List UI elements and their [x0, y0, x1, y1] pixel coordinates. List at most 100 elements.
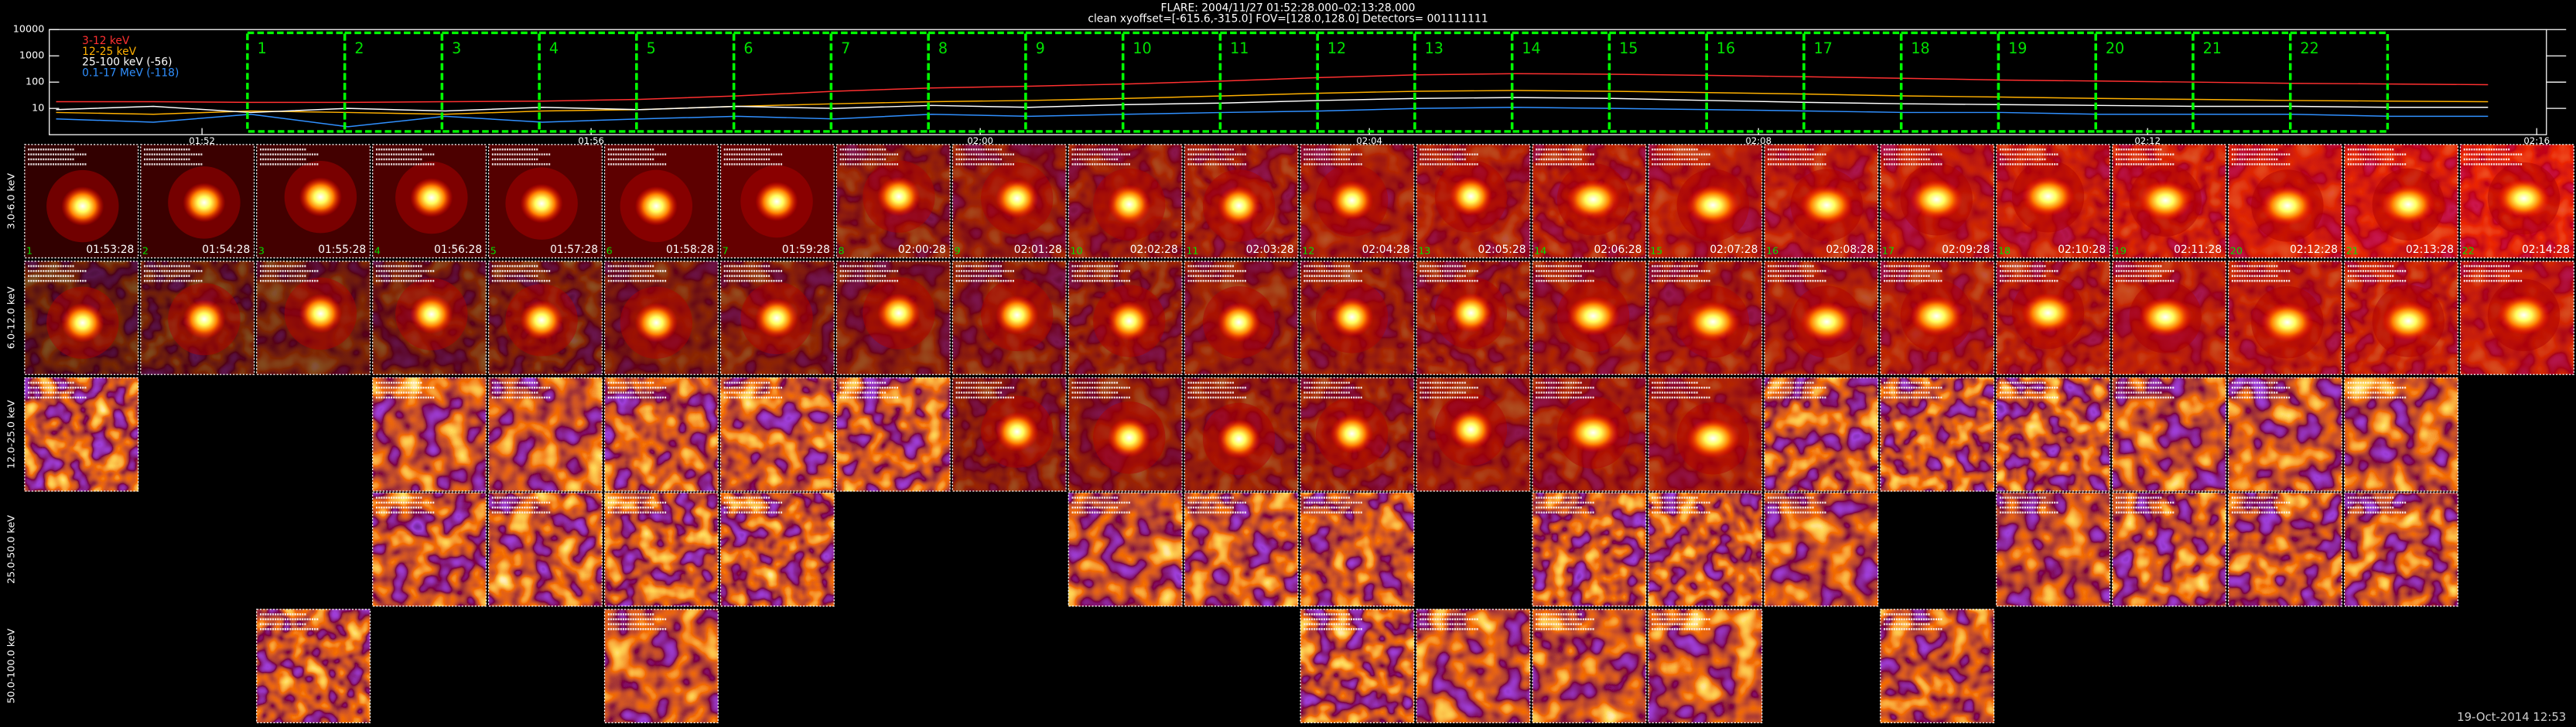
- image-cell: [835, 377, 951, 492]
- cell-interval: 14: [1534, 245, 1546, 257]
- source: [410, 178, 453, 218]
- cell-border: [140, 261, 255, 375]
- image-cell: [2227, 492, 2343, 607]
- cell-noise: [1764, 493, 1878, 606]
- image-cell: [1532, 492, 1647, 607]
- cell-border: [2227, 377, 2343, 492]
- source: [1566, 296, 1620, 336]
- cell-time: 02:03:28: [1246, 244, 1294, 256]
- cell-border: [1532, 492, 1647, 607]
- image-cell: [140, 261, 255, 375]
- image-cell: 02:05:28 13: [1416, 144, 1531, 259]
- cell-interval: 22: [2462, 245, 2475, 257]
- title: FLARE: 2004/11/27 01:52:28.000–02:13:28.…: [1161, 2, 1416, 15]
- cell-time: 02:12:28: [2290, 244, 2338, 256]
- cell-border: [835, 144, 951, 259]
- cell-time: 02:01:28: [1014, 244, 1062, 256]
- source: [299, 294, 343, 333]
- x-tick-label: 02:08: [1745, 135, 1771, 146]
- cell-border: [1300, 377, 1415, 492]
- cell-border: [372, 261, 487, 375]
- cell-border: [1416, 609, 1531, 724]
- cell-interval: 6: [606, 245, 613, 257]
- subtitle: clean xyoffset=[-615.6,-315.0] FOV=[128.…: [1088, 12, 1488, 25]
- row-label: 50.0-100.0 keV: [5, 628, 17, 703]
- image-cell: [603, 377, 719, 492]
- image-cell: [1648, 261, 1763, 375]
- image-cell: 02:09:28 17: [1880, 144, 1995, 259]
- image-cell: [1996, 377, 2111, 492]
- source: [2260, 186, 2314, 226]
- source: [1449, 409, 1493, 449]
- interval-number: 3: [452, 39, 461, 57]
- image-cell: 02:06:28 14: [1532, 144, 1647, 259]
- cell-border: [487, 377, 603, 492]
- image-cell: 02:03:28 11: [1184, 144, 1299, 259]
- image-cell: [1416, 377, 1531, 492]
- source: [520, 300, 563, 340]
- cell-border: [2227, 144, 2343, 259]
- cell-border: [24, 144, 139, 259]
- image-cell: [1880, 609, 1995, 724]
- image-cell: [1532, 609, 1647, 724]
- image-cell: [1764, 492, 1879, 607]
- source: [2497, 295, 2550, 335]
- image-cell: 02:04:28 12: [1300, 144, 1415, 259]
- cell-noise: [2344, 493, 2458, 606]
- image-cell: [1184, 492, 1299, 607]
- cell-border: [2227, 261, 2343, 375]
- image-cell: [2343, 377, 2458, 492]
- image-cell: 02:10:28 18: [1996, 144, 2111, 259]
- image-cell: 02:12:28 20: [2227, 144, 2343, 259]
- source: [2021, 293, 2075, 333]
- cell-time: 01:59:28: [782, 244, 830, 256]
- x-tick-label: 01:52: [189, 135, 215, 146]
- cell-border: [1068, 144, 1183, 259]
- legend-entry: 12-25 keV: [82, 46, 136, 58]
- cell-border: [487, 492, 603, 607]
- image-cell: 02:01:28 9: [951, 144, 1067, 259]
- cell-noise: [1648, 493, 1762, 606]
- image-cell: [2343, 492, 2458, 607]
- y-tick-label: 10000: [13, 24, 45, 36]
- interval-number: 15: [1619, 39, 1638, 57]
- interval-number: 18: [1911, 39, 1929, 57]
- cell-noise: [1648, 609, 1762, 723]
- cell-border: [2112, 492, 2227, 607]
- interval-number: 2: [354, 39, 364, 57]
- cell-time: 02:04:28: [1362, 244, 1410, 256]
- cell-border: [1996, 144, 2111, 259]
- source: [996, 411, 1039, 452]
- image-cell: 01:56:28 4: [372, 144, 487, 259]
- image-cell: [835, 261, 951, 375]
- source: [1449, 293, 1493, 333]
- image-cell: 01:59:28 7: [719, 144, 835, 259]
- cell-interval: 20: [2230, 245, 2243, 257]
- cell-border: [487, 144, 603, 259]
- cell-border: [372, 492, 487, 607]
- image-cell: [1532, 377, 1647, 492]
- source: [1910, 296, 1963, 336]
- y-tick-label: 10: [32, 103, 44, 114]
- cell-interval: 9: [954, 245, 960, 257]
- interval-number: 8: [938, 39, 948, 57]
- cell-border: [1184, 144, 1299, 259]
- cell-border: [1068, 377, 1183, 492]
- image-cell: [1068, 261, 1183, 375]
- cell-border: [1532, 609, 1647, 724]
- legend-entry: 25-100 keV (-56): [82, 56, 172, 69]
- cell-border: [1532, 377, 1647, 492]
- source: [183, 183, 226, 223]
- image-cell: [2459, 261, 2574, 375]
- cell-border: [2112, 377, 2227, 492]
- cell-border: [2343, 377, 2458, 492]
- legend-entry: 0.1-17 MeV (-118): [82, 67, 179, 80]
- cell-border: [24, 377, 139, 492]
- cell-border: [603, 261, 719, 375]
- cell-border: [24, 261, 139, 375]
- source: [2021, 176, 2075, 217]
- image-cell: [1300, 261, 1415, 375]
- cell-noise: [1300, 493, 1414, 606]
- cell-border: [603, 492, 719, 607]
- source: [1686, 185, 1740, 225]
